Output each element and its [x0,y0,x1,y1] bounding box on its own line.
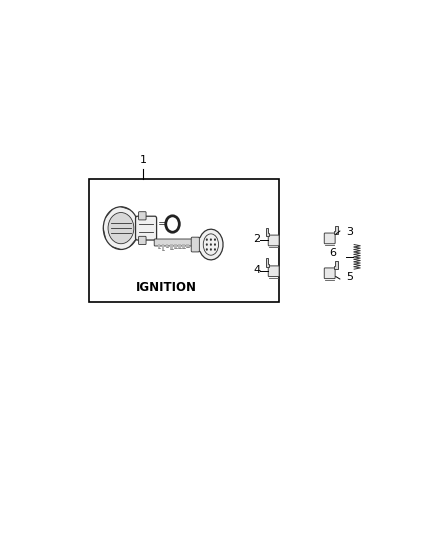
Text: 5: 5 [346,272,353,282]
Circle shape [103,207,138,249]
Text: 1: 1 [140,155,146,165]
FancyBboxPatch shape [154,239,193,246]
Polygon shape [335,261,338,269]
Polygon shape [195,229,223,260]
Bar [174,244,177,248]
Text: =: = [158,219,168,229]
Bar [158,244,160,248]
FancyBboxPatch shape [268,266,279,277]
FancyBboxPatch shape [138,236,146,245]
Circle shape [214,248,216,251]
Circle shape [206,243,208,246]
Text: 2: 2 [253,234,260,244]
Polygon shape [265,228,269,236]
Circle shape [108,213,134,244]
Text: 6: 6 [329,248,336,258]
Bar [88,179,279,302]
Bar [182,244,185,248]
FancyBboxPatch shape [135,216,156,240]
Bar [162,244,164,249]
Circle shape [206,238,208,241]
FancyBboxPatch shape [268,235,279,246]
Polygon shape [265,259,269,266]
Circle shape [210,243,212,246]
Circle shape [210,248,212,251]
FancyBboxPatch shape [191,237,199,252]
Bar [186,244,189,247]
Bar [170,244,173,249]
Circle shape [166,216,179,232]
Circle shape [210,238,212,241]
Bar [178,244,181,248]
Bar [166,244,169,247]
Text: 3: 3 [346,227,353,237]
FancyBboxPatch shape [138,212,146,220]
FancyBboxPatch shape [324,268,335,279]
Text: IGNITION: IGNITION [136,281,197,294]
Circle shape [206,248,208,251]
Text: 4: 4 [253,265,260,275]
Circle shape [214,243,216,246]
FancyBboxPatch shape [324,233,335,244]
Circle shape [214,238,216,241]
Polygon shape [335,225,338,234]
